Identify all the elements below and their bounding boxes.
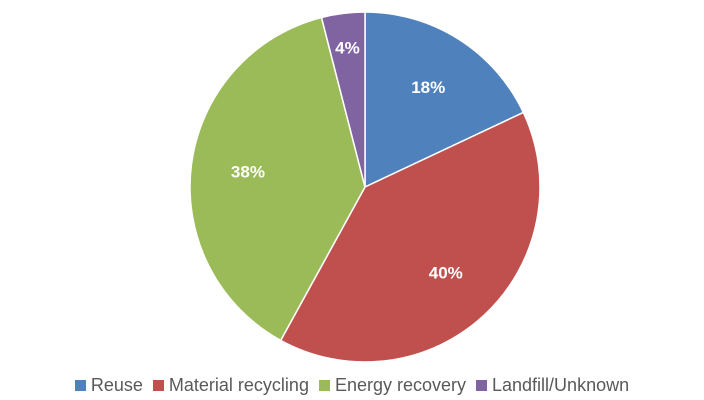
legend-swatch-reuse [74,379,86,391]
data-label-material-recycling: 40% [429,264,463,283]
legend-item-landfill-unknown: Landfill/Unknown [476,375,629,396]
pie-chart-plot: 18% 40% 38% 4% [189,11,541,363]
legend-swatch-material-recycling [152,379,164,391]
legend-label-energy-recovery: Energy recovery [334,374,467,395]
legend: Reuse Material recycling Energy recovery La… [0,373,704,397]
pie-slice-landfill-unknown [320,11,366,188]
legend-swatch-landfill-unknown [476,379,488,391]
legend-label-reuse: Reuse [90,374,143,395]
data-label-reuse: 18% [411,78,445,97]
pie-slice-energy-recovery [189,16,366,342]
data-label-landfill-unknown: 4% [335,39,360,58]
data-label-energy-recovery: 38% [231,163,265,182]
pie-slice-material-recycling [279,111,541,363]
legend-item-material-recycling: Material recycling [152,374,309,396]
legend-swatch-energy-recovery [318,379,330,391]
legend-item-reuse: Reuse [74,374,143,396]
legend-item-energy-recovery: Energy recovery [318,374,467,396]
legend-label-material-recycling: Material recycling [168,374,309,395]
legend-label-landfill-unknown: Landfill/Unknown [492,374,630,395]
pie-slice-reuse [364,11,525,189]
